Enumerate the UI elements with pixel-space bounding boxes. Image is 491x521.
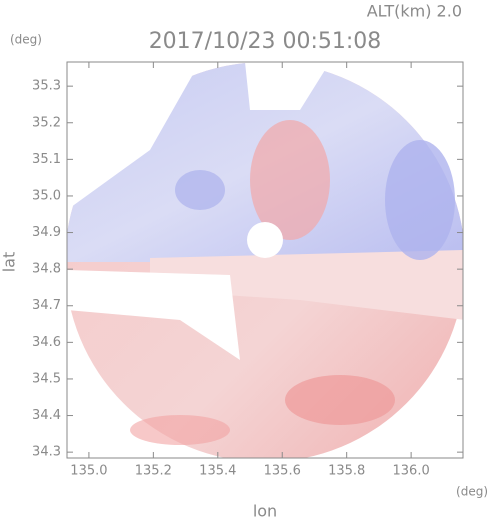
x-tick-label: 135.0 [70,464,107,479]
y-tick-label: 34.6 [32,335,61,350]
blue-echo [385,140,455,260]
no-echo [67,270,240,360]
chart-title: 2017/10/23 00:51:08 [149,29,382,54]
y-tick-label: 34.8 [32,262,61,277]
y-tick-label: 34.4 [32,408,61,423]
y-tick-label: 35.3 [32,79,61,94]
y-tick-label: 34.9 [32,225,61,240]
blue-echo [175,170,225,210]
y-unit: (deg) [10,33,42,47]
y-tick-label: 34.5 [32,371,61,386]
red-echo [285,375,395,425]
altitude-label: ALT(km) 2.0 [367,2,462,21]
y-axis-title: lat [0,252,19,273]
no-echo [247,222,283,258]
pink-band [150,250,463,320]
y-tick-label: 34.7 [32,298,61,313]
no-echo [245,62,330,110]
y-tick-label: 34.3 [32,445,61,460]
y-tick-label: 35.0 [32,188,61,203]
radar-field [67,62,463,458]
red-echo [130,415,230,445]
x-unit: (deg) [456,485,488,499]
x-tick-label: 135.8 [328,464,365,479]
red-echo [250,120,330,240]
x-tick-label: 135.4 [199,464,236,479]
x-axis-title: lon [253,502,277,521]
plot-frame [66,61,464,459]
no-echo [67,62,200,210]
y-tick-label: 35.1 [32,152,61,167]
x-tick-label: 136.0 [393,464,430,479]
x-tick-label: 135.6 [264,464,301,479]
x-tick-label: 135.2 [135,464,172,479]
y-tick-label: 35.2 [32,115,61,130]
